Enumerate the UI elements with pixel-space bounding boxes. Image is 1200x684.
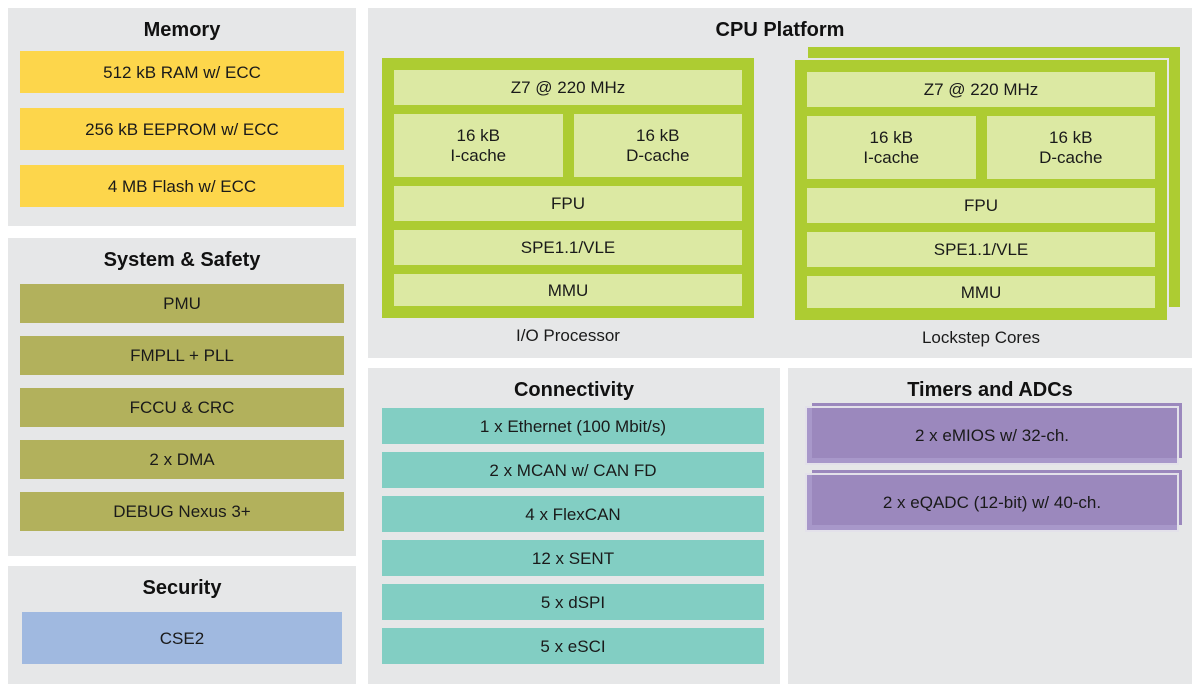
panel-cpu-platform: CPU Platform Z7 @ 220 MHz 16 kB I-cache … [368, 8, 1192, 358]
core-caches: 16 kB I-cache 16 kB D-cache [807, 116, 1155, 179]
block-dspi: 5 x dSPI [382, 584, 764, 620]
block-mcan: 2 x MCAN w/ CAN FD [382, 452, 764, 488]
icache-label: I-cache [863, 147, 920, 167]
block-flexcan: 4 x FlexCAN [382, 496, 764, 532]
block-cse2: CSE2 [22, 612, 342, 664]
timers-adcs-rows: 2 x eMIOS w/ 32-ch. 2 x eQADC (12-bit) w… [805, 403, 1182, 532]
core-io-processor: Z7 @ 220 MHz 16 kB I-cache 16 kB D-cache… [382, 58, 754, 346]
core-spe: SPE1.1/VLE [807, 232, 1155, 267]
dcache-label: D-cache [1039, 147, 1103, 167]
panel-connectivity: Connectivity 1 x Ethernet (100 Mbit/s) 2… [368, 368, 780, 684]
core-lockstep: Z7 @ 220 MHz 16 kB I-cache 16 kB D-cache… [793, 47, 1180, 348]
block-eqadc: 2 x eQADC (12-bit) w/ 40-ch. [805, 470, 1182, 532]
block-eeprom: 256 kB EEPROM w/ ECC [20, 108, 344, 150]
block-ethernet: 1 x Ethernet (100 Mbit/s) [382, 408, 764, 444]
dcache-size: 16 kB [636, 125, 680, 145]
connectivity-title: Connectivity [513, 379, 635, 401]
block-esci: 5 x eSCI [382, 628, 764, 664]
io-processor-caption: I/O Processor [516, 326, 620, 345]
system-safety-rows: PMU FMPLL + PLL FCCU & CRC 2 x DMA DEBUG… [20, 284, 344, 531]
block-fccu-crc: FCCU & CRC [20, 388, 344, 427]
block-emios: 2 x eMIOS w/ 32-ch. [805, 403, 1182, 465]
block-flash: 4 MB Flash w/ ECC [20, 165, 344, 207]
block-debug-nexus: DEBUG Nexus 3+ [20, 492, 344, 531]
dcache-cell: 16 kB D-cache [573, 114, 742, 177]
core-block-stacked: Z7 @ 220 MHz 16 kB I-cache 16 kB D-cache… [793, 47, 1180, 322]
block-dma: 2 x DMA [20, 440, 344, 479]
core-freq: Z7 @ 220 MHz [807, 72, 1155, 107]
core-block: Z7 @ 220 MHz 16 kB I-cache 16 kB D-cache… [382, 58, 754, 318]
connectivity-rows: 1 x Ethernet (100 Mbit/s) 2 x MCAN w/ CA… [382, 408, 764, 664]
icache-label: I-cache [450, 145, 507, 165]
core-fpu: FPU [807, 188, 1155, 223]
dcache-cell: 16 kB D-cache [986, 116, 1155, 179]
core-caches: 16 kB I-cache 16 kB D-cache [394, 114, 742, 177]
icache-cell: 16 kB I-cache [394, 114, 563, 177]
block-fmpll-pll: FMPLL + PLL [20, 336, 344, 375]
panel-system-safety: System & Safety PMU FMPLL + PLL FCCU & C… [8, 238, 356, 556]
memory-rows: 512 kB RAM w/ ECC 256 kB EEPROM w/ ECC 4… [20, 51, 344, 207]
core-spe: SPE1.1/VLE [394, 230, 742, 265]
icache-cell: 16 kB I-cache [807, 116, 976, 179]
icache-size: 16 kB [869, 127, 913, 147]
cpu-platform-title: CPU Platform [715, 19, 845, 41]
core-mmu: MMU [807, 276, 1155, 308]
core-freq: Z7 @ 220 MHz [394, 70, 742, 105]
timers-adcs-title: Timers and ADCs [907, 379, 1073, 401]
lockstep-cores-caption: Lockstep Cores [921, 328, 1041, 347]
security-title: Security [142, 577, 222, 599]
dcache-size: 16 kB [1049, 127, 1093, 147]
dcache-label: D-cache [626, 145, 690, 165]
block-pmu: PMU [20, 284, 344, 323]
icache-size: 16 kB [456, 125, 500, 145]
panel-timers-adcs: Timers and ADCs 2 x eMIOS w/ 32-ch. 2 x … [788, 368, 1192, 684]
core-fpu: FPU [394, 186, 742, 221]
panel-security: Security CSE2 [8, 566, 356, 684]
security-rows: CSE2 [22, 612, 342, 664]
memory-title: Memory [143, 19, 221, 41]
block-sent: 12 x SENT [382, 540, 764, 576]
panel-memory: Memory 512 kB RAM w/ ECC 256 kB EEPROM w… [8, 8, 356, 226]
system-safety-title: System & Safety [103, 249, 261, 271]
block-ram: 512 kB RAM w/ ECC [20, 51, 344, 93]
core-mmu: MMU [394, 274, 742, 306]
